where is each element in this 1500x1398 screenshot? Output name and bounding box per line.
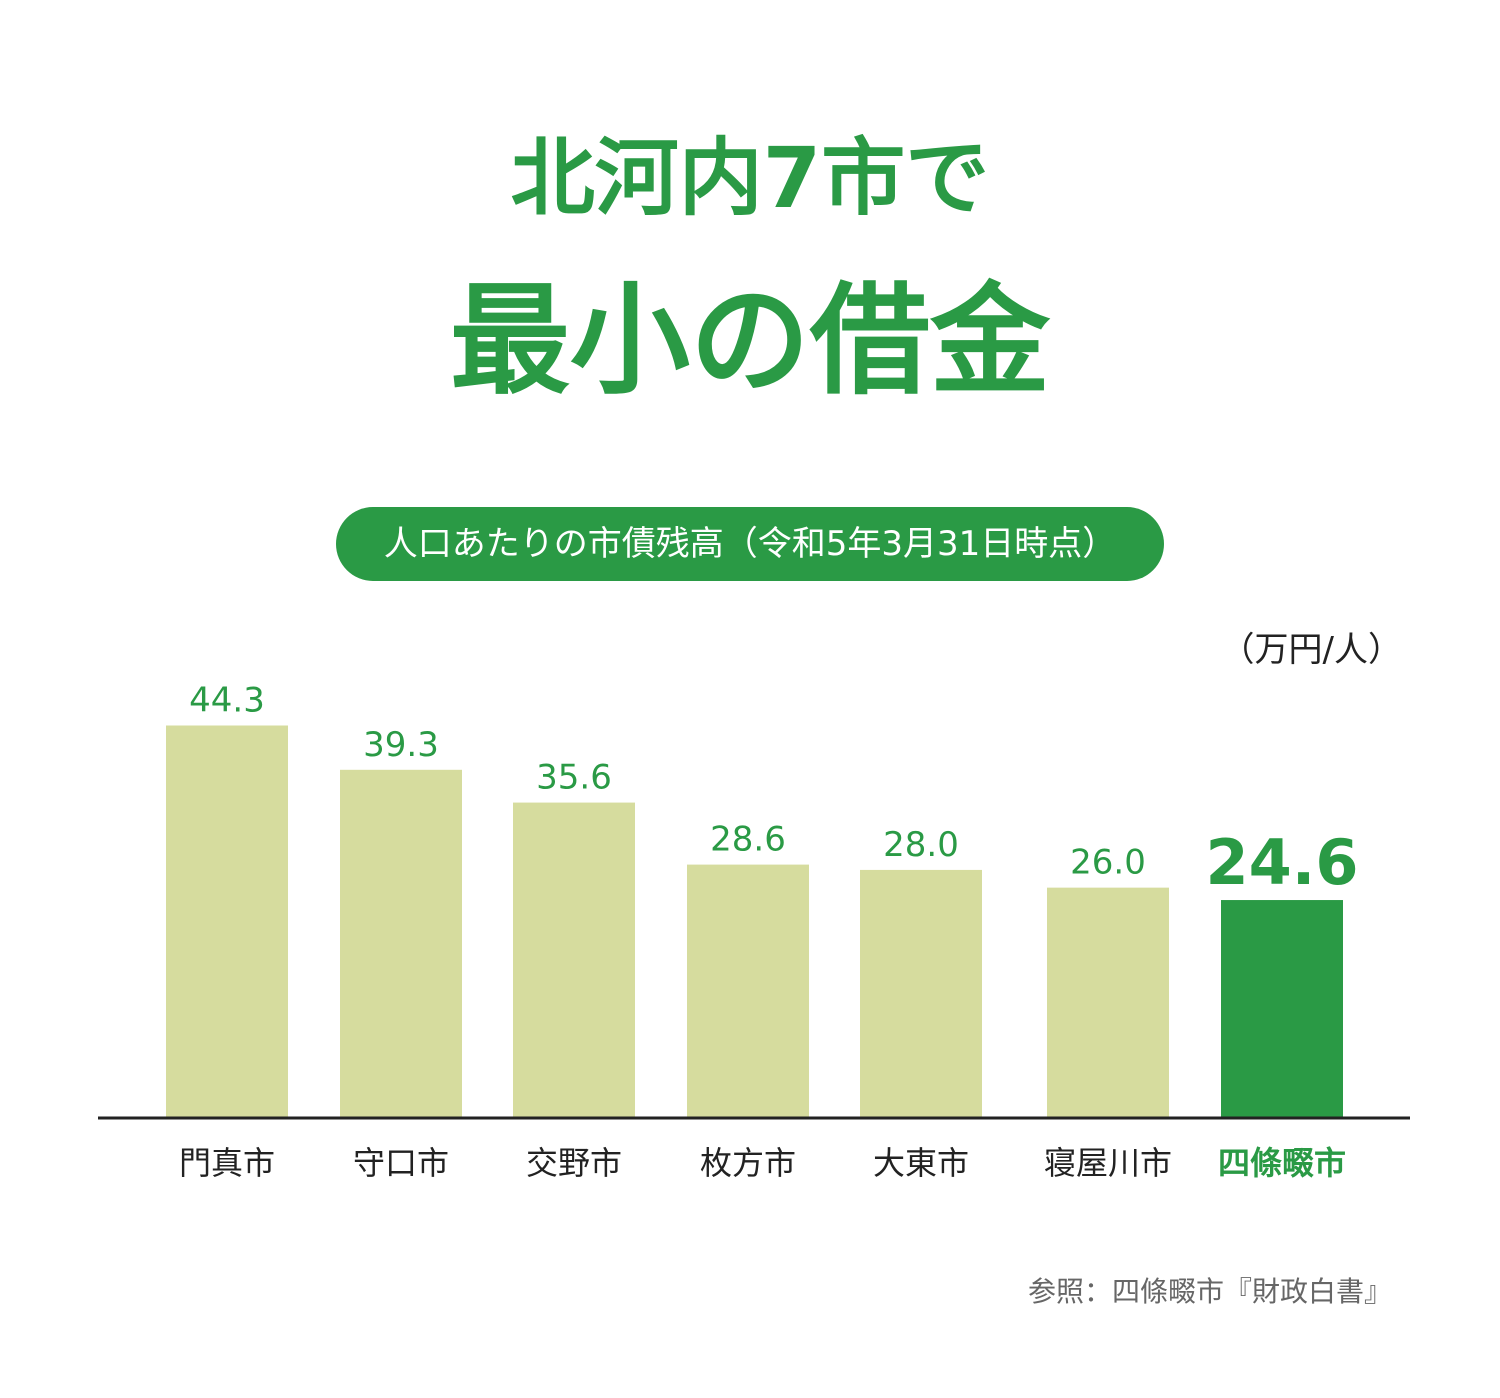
category-label-1: 門真市 bbox=[179, 1144, 275, 1182]
title-line-1: 北河内7市で bbox=[510, 129, 990, 227]
category-label-6: 寝屋川市 bbox=[1044, 1144, 1172, 1182]
title-line-2: 最小の借金 bbox=[450, 272, 1050, 411]
bar-2 bbox=[340, 769, 462, 1118]
bar-7 bbox=[1221, 900, 1343, 1118]
value-label-1: 44.3 bbox=[189, 681, 265, 721]
bar-6 bbox=[1047, 887, 1169, 1118]
value-label-2: 39.3 bbox=[363, 725, 439, 765]
bar-1 bbox=[166, 725, 288, 1118]
value-label-7: 24.6 bbox=[1206, 826, 1359, 899]
value-label-6: 26.0 bbox=[1070, 843, 1146, 883]
bar-3 bbox=[513, 802, 635, 1118]
category-label-5: 大東市 bbox=[873, 1144, 969, 1182]
source-note: 参照：四條畷市『財政白書』 bbox=[1027, 1275, 1392, 1308]
category-label-4: 枚方市 bbox=[700, 1144, 796, 1182]
category-label-7: 四條畷市 bbox=[1218, 1144, 1346, 1182]
value-label-3: 35.6 bbox=[536, 758, 612, 798]
category-label-3: 交野市 bbox=[526, 1144, 622, 1182]
chart-subtitle: 人口あたりの市債残高（令和5年3月31日時点） bbox=[336, 507, 1164, 581]
bar-4 bbox=[687, 864, 809, 1118]
value-label-4: 28.6 bbox=[710, 820, 786, 860]
unit-label: （万円/人） bbox=[1220, 630, 1402, 670]
category-label-2: 守口市 bbox=[353, 1144, 449, 1182]
bar-5 bbox=[860, 869, 982, 1118]
value-label-5: 28.0 bbox=[883, 825, 959, 865]
